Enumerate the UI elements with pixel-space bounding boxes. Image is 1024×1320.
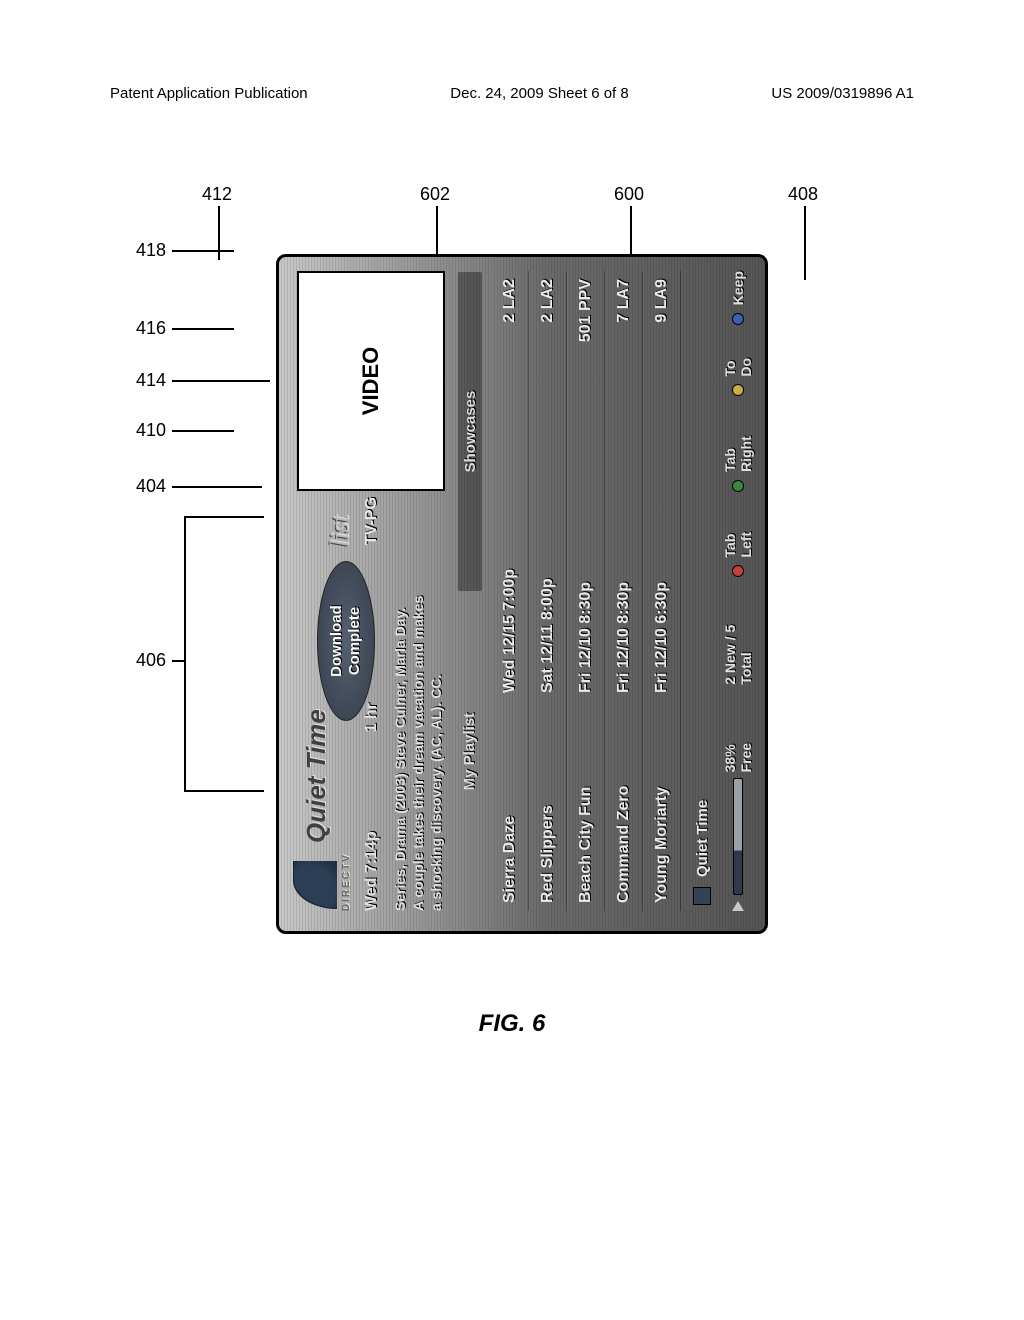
free-pct: 38% Free: [722, 713, 754, 773]
callout-412: 412: [202, 184, 232, 205]
desc-line: Series, Drama (2003) Steve Culner, Marla…: [391, 493, 409, 911]
figure-container: 418 416 414 410 404 406 412 602 600 408 …: [170, 220, 870, 980]
tab-showcases[interactable]: Showcases: [457, 271, 483, 592]
row-time: Sat 12/11 8:00p: [539, 443, 557, 693]
list-graphic: list: [325, 515, 355, 547]
callout-414: 414: [136, 370, 166, 391]
callout-404: 404: [136, 476, 166, 497]
row-channel: 2 LA2: [501, 279, 519, 443]
figure-label: FIG. 6: [0, 1010, 1024, 1038]
timestamp-row: Wed 7:14p 1 hr: [363, 703, 381, 911]
disk-usage-bar: [733, 778, 743, 895]
row-channel: 7 LA7: [615, 279, 633, 443]
footer-row: 38% Free 2 New / 5 Total Tab Left Tab Ri…: [723, 271, 753, 911]
now-playing-title: Quiet Time: [694, 800, 711, 877]
download-status-oval: Download Complete: [317, 561, 375, 721]
header-center: Dec. 24, 2009 Sheet 6 of 8: [450, 85, 628, 102]
tab-row: My Playlist Showcases: [457, 271, 483, 911]
lead-line: [172, 250, 234, 252]
brand-text: DIRECTV: [341, 853, 352, 911]
lead-line: [804, 206, 806, 280]
hint-label[interactable]: Tab Right: [722, 410, 754, 472]
oval-line1: Download: [328, 562, 346, 720]
directv-logo-icon: [293, 861, 337, 909]
hint-dot-icon: [732, 384, 744, 396]
row-channel: 501 PPV: [577, 279, 595, 443]
program-description: Series, Drama (2003) Steve Culner, Marla…: [391, 493, 445, 911]
hint-label[interactable]: Keep: [730, 271, 746, 305]
tab-my-playlist[interactable]: My Playlist: [457, 592, 483, 911]
hint-dot-icon: [732, 480, 744, 492]
program-title: Quiet Time: [301, 709, 332, 843]
row-time: Fri 12/10 8:30p: [615, 443, 633, 693]
rotated-screen: DIRECTV Quiet Time Wed 7:14p 1 hr Downlo…: [260, 220, 780, 980]
duration: 1 hr: [363, 703, 381, 732]
lead-line: [172, 430, 234, 432]
lead-line: [172, 486, 262, 488]
list-item[interactable]: Command Zero Fri 12/10 8:30p 7 LA7: [605, 271, 643, 911]
timestamp: Wed 7:14p: [363, 831, 381, 911]
video-preview-box: VIDEO: [297, 271, 445, 491]
row-time: Fri 12/10 6:30p: [653, 443, 671, 693]
row-title: Beach City Fun: [577, 693, 595, 903]
lead-line: [172, 660, 186, 662]
row-title: Young Moriarty: [653, 693, 671, 903]
patent-header: Patent Application Publication Dec. 24, …: [0, 85, 1024, 102]
lead-line: [172, 380, 270, 382]
bracket-406: [184, 516, 186, 792]
desc-line: A couple takes their dream vacation and …: [409, 493, 427, 911]
total-count: 2 New / 5 Total: [722, 591, 754, 684]
play-icon: [732, 901, 744, 911]
callout-410: 410: [136, 420, 166, 441]
lead-line: [172, 328, 234, 330]
hint-dot-icon: [732, 565, 744, 577]
rating-label: TV-PG: [363, 497, 381, 545]
callout-408: 408: [788, 184, 818, 205]
hint-dot-icon: [732, 313, 744, 325]
list-item[interactable]: Red Slippers Sat 12/11 8:00p 2 LA2: [529, 271, 567, 911]
hint-label[interactable]: Tab Left: [722, 506, 754, 558]
desc-line: a shocking discovery. (AC, AL). CC.: [427, 493, 445, 911]
lead-line: [184, 790, 264, 792]
callout-406: 406: [136, 650, 166, 671]
lead-line: [184, 516, 264, 518]
row-channel: 9 LA9: [653, 279, 671, 443]
row-title: Command Zero: [615, 693, 633, 903]
now-playing-icon: [693, 887, 711, 905]
oval-line2: Complete: [346, 562, 364, 720]
row-time: Wed 12/15 7:00p: [501, 443, 519, 693]
callout-418: 418: [136, 240, 166, 261]
callout-416: 416: [136, 318, 166, 339]
list-item[interactable]: Sierra Daze Wed 12/15 7:00p 2 LA2: [491, 271, 529, 911]
header-right: US 2009/0319896 A1: [771, 85, 914, 102]
list-item[interactable]: Young Moriarty Fri 12/10 6:30p 9 LA9: [643, 271, 681, 911]
row-time: Fri 12/10 8:30p: [577, 443, 595, 693]
callout-600: 600: [614, 184, 644, 205]
row-title: Red Slippers: [539, 693, 557, 903]
row-channel: 2 LA2: [539, 279, 557, 443]
lead-line: [218, 206, 220, 260]
hint-label[interactable]: To Do: [722, 339, 754, 377]
now-playing-row[interactable]: Quiet Time: [687, 271, 717, 911]
video-label: VIDEO: [358, 347, 384, 415]
callout-602: 602: [420, 184, 450, 205]
row-title: Sierra Daze: [501, 693, 519, 903]
playlist-rows: Sierra Daze Wed 12/15 7:00p 2 LA2 Red Sl…: [491, 271, 681, 911]
tv-screen: DIRECTV Quiet Time Wed 7:14p 1 hr Downlo…: [276, 254, 768, 934]
list-item[interactable]: Beach City Fun Fri 12/10 8:30p 501 PPV: [567, 271, 605, 911]
header-left: Patent Application Publication: [110, 85, 308, 102]
